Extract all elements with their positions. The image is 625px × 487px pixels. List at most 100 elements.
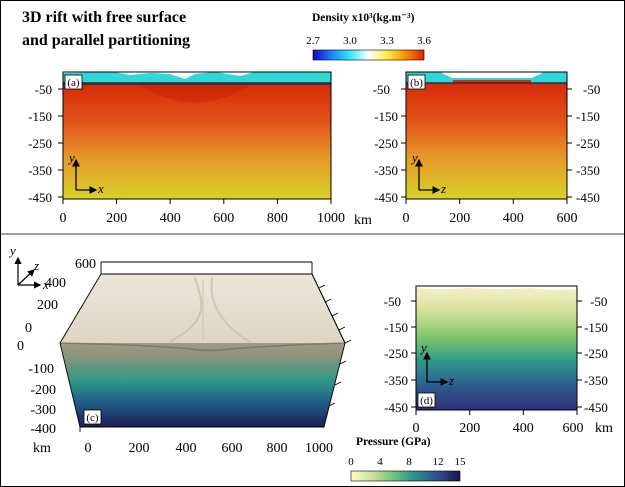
- panel-c-unit: km: [33, 441, 51, 456]
- panel-b-y-axis-label: y: [410, 150, 418, 165]
- panel-a-density-field: [63, 83, 331, 199]
- panel-a-x-axis-label: x: [97, 181, 104, 196]
- density-tick: 3.0: [343, 35, 357, 47]
- panel-b-free-surface: [406, 71, 567, 78]
- panel-a-border: [62, 71, 332, 200]
- panel-a-x-tick: 0: [60, 211, 67, 226]
- panel-c-x-axis-label: x: [42, 277, 49, 292]
- panel-c-front-face: [60, 343, 345, 427]
- pressure-tick: 15: [455, 456, 467, 468]
- panel-d-x-unit: km: [595, 421, 613, 436]
- panel-a-x-tick: 200: [106, 211, 127, 226]
- panel-b-y-tick-left: -150: [374, 109, 398, 124]
- panel-d-y-tick-left: -50: [384, 294, 401, 309]
- panel-b: (b) -50 -150 -250 -350 -450 -50 -150 -25…: [373, 71, 600, 226]
- panel-c-x-tick: 200: [129, 441, 150, 456]
- pressure-colorbar: Pressure (GPa) 0 4 8 12 15: [348, 436, 467, 482]
- panel-d-y-tick-left: -450: [384, 400, 408, 415]
- panel-d-y-axis-label: y: [419, 340, 427, 355]
- panel-d-label: (d): [420, 395, 433, 407]
- panel-c: (c) 600 400 200 0 0 -100 -200 -300 -400 …: [0, 233, 625, 456]
- panel-b-x-axis-label: z: [440, 181, 446, 196]
- panel-c-y-tick: -400: [30, 422, 56, 437]
- panel-b-y-tick-right: -50: [583, 82, 600, 97]
- panel-c-y-tick: -200: [30, 383, 56, 398]
- panel-a: (a) -50 -150 -250 -350 -450 0 200 400 60…: [28, 71, 372, 228]
- panel-b-y-tick-left: -350: [374, 163, 398, 178]
- density-colorbar-ramp: [312, 49, 425, 61]
- panel-d-y-tick-left: -150: [384, 320, 408, 335]
- panel-a-x-unit: km: [354, 213, 372, 228]
- panel-b-x-tick: 400: [503, 211, 524, 226]
- panel-d-x-axis-label: z: [448, 373, 454, 388]
- panel-c-x-tick: 1000: [305, 441, 333, 456]
- panel-d-y-tick-left: -350: [384, 373, 408, 388]
- panel-d-y-tick-right: -350: [584, 373, 608, 388]
- panel-a-surface-layer: [63, 72, 331, 83]
- panel-c-axes-triad: [14, 256, 42, 289]
- pressure-tick: 0: [348, 456, 354, 468]
- panel-b-y-tick-left: -250: [374, 136, 398, 151]
- panel-c-y-axis-label: y: [8, 243, 16, 258]
- panel-b-x-tick: 600: [557, 211, 578, 226]
- panel-d-axes-indicator: [423, 351, 449, 386]
- panel-a-y-tick: -150: [28, 109, 52, 124]
- density-tick: 3.6: [417, 35, 431, 47]
- panel-d: (d) -50 -150 -250 -350 -450 -50 -150 -25…: [384, 285, 613, 436]
- panel-d-y-tick-right: -50: [590, 294, 607, 309]
- panel-c-y-tick: 0: [17, 339, 24, 354]
- panel-c-z-tick: 600: [75, 257, 96, 272]
- panel-a-axes-indicator: [72, 158, 98, 194]
- panel-a-x-tick: 1000: [317, 211, 345, 226]
- panel-c-z-tick: 0: [25, 321, 32, 336]
- panel-c-x-tick: 600: [222, 441, 243, 456]
- panel-a-y-tick: -50: [35, 82, 52, 97]
- panel-a-x-tick: 400: [160, 211, 181, 226]
- panel-c-x-tick: 800: [267, 441, 288, 456]
- panel-d-x-tick: 400: [513, 421, 534, 436]
- panel-d-y-tick-right: -150: [584, 320, 608, 335]
- panel-b-label: (b): [410, 77, 423, 89]
- panel-c-z-axis-label: z: [33, 258, 39, 273]
- panel-d-border: [415, 285, 578, 411]
- panel-c-y-tick: -300: [30, 403, 56, 418]
- panel-a-y-tick: -350: [28, 163, 52, 178]
- panel-a-free-surface: [63, 71, 331, 79]
- panel-b-x-tick: 200: [449, 211, 470, 226]
- panel-b-y-tick-right: -350: [576, 163, 600, 178]
- panel-b-y-tick-left: -50: [373, 82, 390, 97]
- panel-a-x-tick: 600: [213, 211, 234, 226]
- panel-a-y-tick: -450: [28, 190, 52, 205]
- panel-a-y-tick: -250: [28, 136, 52, 151]
- title-line-1: 3D rift with free surface: [22, 9, 186, 26]
- pressure-tick: 8: [406, 456, 412, 468]
- panel-d-y-tick-right: -450: [584, 400, 608, 415]
- panel-c-y-tick: -100: [28, 362, 54, 377]
- panel-c-z-tick: 200: [37, 298, 58, 313]
- density-tick: 3.3: [380, 35, 394, 47]
- panel-b-y-tick-right: -250: [576, 136, 600, 151]
- panel-c-x-tick: 0: [85, 441, 92, 456]
- pressure-colorbar-title: Pressure (GPa): [356, 436, 431, 448]
- panel-b-y-tick-right: -150: [576, 109, 600, 124]
- panel-d-y-tick-right: -250: [584, 346, 608, 361]
- pressure-tick: 4: [377, 456, 383, 468]
- panel-d-free-surface: [416, 286, 577, 290]
- pressure-tick: 12: [433, 456, 444, 468]
- panel-a-label: (a): [67, 77, 80, 89]
- panel-a-moho-line: [63, 82, 331, 85]
- panel-d-x-tick: 600: [563, 421, 584, 436]
- panel-d-x-tick: 200: [459, 421, 480, 436]
- title-line-2: and parallel partitioning: [22, 32, 190, 49]
- panel-c-z-tick: 400: [45, 276, 66, 291]
- panel-d-y-tick-left: -250: [384, 346, 408, 361]
- pressure-colorbar-ramp: [350, 470, 461, 482]
- panel-d-x-tick: 0: [413, 421, 420, 436]
- panel-a-rift-zone: [140, 85, 250, 103]
- panel-a-x-tick: 800: [267, 211, 288, 226]
- panel-b-y-tick-left: -450: [374, 190, 398, 205]
- density-colorbar-title: Density x10³(kg.m⁻³): [312, 12, 415, 24]
- panel-b-density-field: [406, 82, 567, 199]
- density-colorbar: Density x10³(kg.m⁻³) 2.7 3.0 3.3 3.6: [306, 12, 431, 61]
